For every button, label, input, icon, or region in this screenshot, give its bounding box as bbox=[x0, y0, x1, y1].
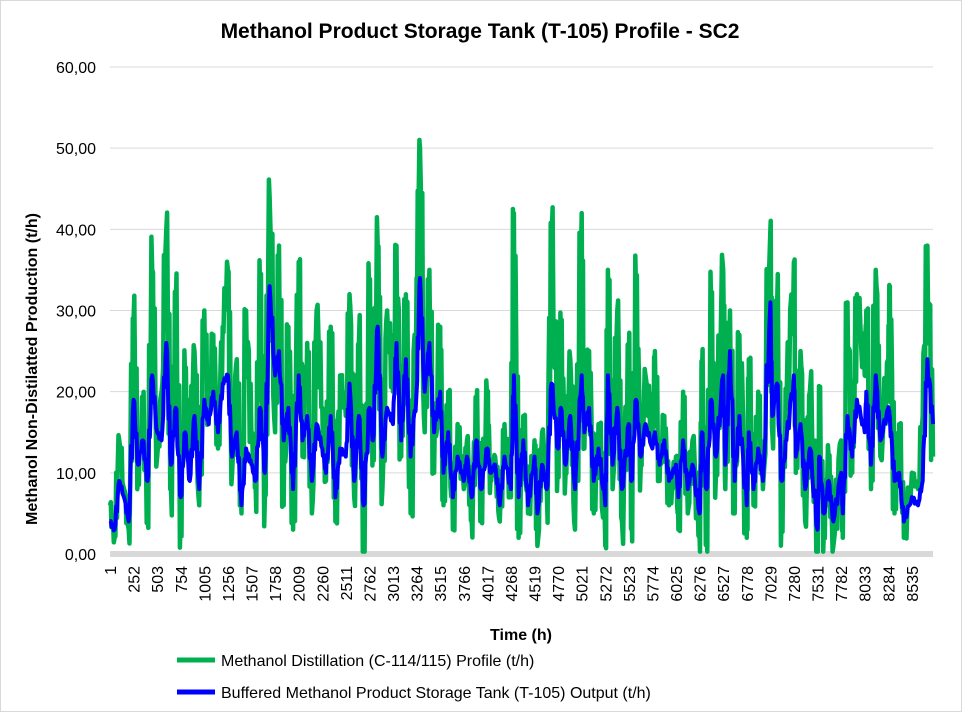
y-axis-ticks: 0,00 10,00 20,00 30,00 40,00 50,00 60,00 bbox=[56, 60, 96, 564]
x-tick-label: 5021 bbox=[575, 566, 592, 602]
y-tick-label: 0,00 bbox=[65, 547, 96, 564]
x-tick-label: 5774 bbox=[645, 566, 662, 602]
x-axis-ticks: 1 252 503 754 1005 1256 1507 1758 2009 2260 2511 27… bbox=[103, 566, 922, 602]
x-tick-label: 6276 bbox=[693, 566, 710, 602]
x-tick-label: 252 bbox=[127, 566, 144, 593]
series-distillation-line bbox=[107, 137, 936, 554]
x-tick-label: 3766 bbox=[457, 566, 474, 602]
x-tick-label: 5272 bbox=[598, 566, 615, 602]
x-tick-label: 1507 bbox=[245, 566, 262, 602]
x-tick-label: 2762 bbox=[362, 566, 379, 602]
x-tick-label: 6527 bbox=[716, 566, 733, 602]
y-tick-label: 30,00 bbox=[56, 304, 96, 321]
x-tick-label: 2009 bbox=[292, 566, 309, 602]
x-tick-label: 1 bbox=[103, 566, 120, 575]
x-tick-label: 7531 bbox=[811, 566, 828, 602]
x-tick-label: 4519 bbox=[528, 566, 545, 602]
x-tick-label: 1758 bbox=[268, 566, 285, 602]
x-tick-label: 4770 bbox=[551, 566, 568, 602]
x-tick-label: 3264 bbox=[410, 566, 427, 602]
x-tick-label: 754 bbox=[174, 566, 191, 593]
x-axis-title: Time (h) bbox=[490, 627, 552, 644]
legend-label-buffered: Buffered Methanol Product Storage Tank (… bbox=[221, 685, 651, 702]
x-tick-label: 8284 bbox=[881, 566, 898, 602]
y-tick-label: 60,00 bbox=[56, 60, 96, 77]
y-axis-title: Methanol Non-Distilatted Production (t/h… bbox=[24, 213, 41, 525]
x-tick-label: 5523 bbox=[622, 566, 639, 602]
series-lines bbox=[107, 137, 936, 554]
x-tick-label: 503 bbox=[150, 566, 167, 593]
legend: Methanol Distillation (C-114/115) Profil… bbox=[177, 653, 651, 702]
legend-label-distillation: Methanol Distillation (C-114/115) Profil… bbox=[221, 653, 534, 670]
y-tick-label: 10,00 bbox=[56, 466, 96, 483]
x-tick-label: 1005 bbox=[197, 566, 214, 602]
x-tick-label: 4017 bbox=[480, 566, 497, 602]
y-tick-label: 50,00 bbox=[56, 141, 96, 158]
x-tick-label: 2260 bbox=[315, 566, 332, 602]
x-tick-label: 1256 bbox=[221, 566, 238, 602]
x-tick-label: 7782 bbox=[834, 566, 851, 602]
y-tick-label: 20,00 bbox=[56, 385, 96, 402]
x-tick-label: 7029 bbox=[763, 566, 780, 602]
x-tick-label: 3515 bbox=[433, 566, 450, 602]
x-tick-label: 2511 bbox=[339, 566, 356, 601]
chart-title: Methanol Product Storage Tank (T-105) Pr… bbox=[221, 20, 740, 43]
x-tick-label: 3013 bbox=[386, 566, 403, 602]
y-tick-label: 40,00 bbox=[56, 222, 96, 239]
x-tick-label: 4268 bbox=[504, 566, 521, 602]
series-buffered-line bbox=[108, 276, 935, 533]
x-tick-label: 8033 bbox=[858, 566, 875, 602]
x-tick-label: 7280 bbox=[787, 566, 804, 602]
x-tick-label: 6025 bbox=[669, 566, 686, 602]
x-tick-label: 8535 bbox=[905, 566, 922, 602]
x-tick-label: 6778 bbox=[740, 566, 757, 602]
